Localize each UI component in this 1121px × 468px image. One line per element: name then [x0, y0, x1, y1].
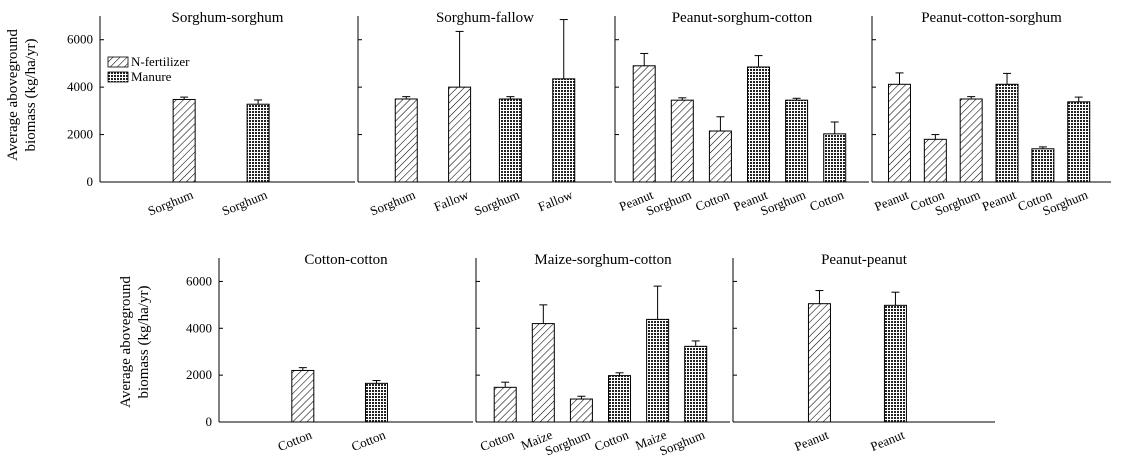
x-tick-label: Sorghum: [146, 187, 196, 219]
panel-title: Sorghum-sorghum: [172, 10, 284, 26]
bar-peanut-n-fertilizer: [807, 303, 831, 423]
legend-label-n-fertilizer: N-fertilizer: [131, 54, 190, 69]
y-tick-label: 2000: [186, 367, 212, 382]
panel-title: Peanut-sorghum-cotton: [672, 10, 813, 26]
bar-peanut-manure: [995, 83, 1019, 183]
x-tick-label: Cotton: [275, 427, 314, 454]
panel-title: Maize-sorghum-cotton: [534, 252, 672, 268]
bar-cotton-n-fertilizer: [291, 369, 315, 423]
bar-cotton-manure: [1031, 148, 1055, 183]
x-tick-label: Peanut: [868, 427, 907, 454]
legend-label-manure: Manure: [131, 69, 172, 84]
panel-title: Cotton-cotton: [304, 252, 388, 268]
y-tick-label: 4000: [186, 320, 212, 335]
bar-sorghum-n-fertilizer: [394, 98, 418, 183]
x-tick-label: Cotton: [693, 187, 732, 214]
x-tick-label: Fallow: [432, 187, 472, 215]
y-axis-label-line1: Average aboveground: [5, 29, 21, 161]
panel-title: Peanut-cotton-sorghum: [921, 10, 1062, 26]
bar-sorghum-manure: [1067, 101, 1091, 183]
x-tick-label: Cotton: [807, 187, 846, 214]
x-tick-label: Cotton: [349, 427, 388, 454]
x-tick-label: Peanut: [792, 427, 831, 454]
x-tick-label: Fallow: [536, 187, 576, 215]
bar-sorghum-n-fertilizer: [172, 98, 196, 183]
y-axis-label-line2: biomass (kg/ha/yr): [136, 286, 152, 399]
bar-sorghum-manure: [246, 103, 270, 183]
y-axis-label-row1: Average aboveground biomass (kg/ha/yr): [5, 29, 39, 161]
legend-swatch-n-fertilizer: [107, 56, 129, 68]
bar-cotton-n-fertilizer: [923, 138, 947, 183]
bar-maize-n-fertilizer: [531, 323, 555, 423]
y-tick-label: 0: [206, 414, 213, 429]
bar-sorghum-manure: [498, 98, 522, 183]
legend: N-fertilizer Manure: [107, 54, 190, 84]
bar-peanut-manure: [883, 304, 907, 423]
panel-peanut-peanut: Peanut-peanut Peanut Peanut: [732, 252, 995, 454]
panel-sorghum-sorghum: 0 2000 4000 6000 Sorghum-sorghum Sorghum Sorgh…: [67, 10, 355, 219]
bar-peanut-n-fertilizer: [632, 65, 656, 183]
bar-cotton-manure: [364, 382, 388, 423]
panel-title: Peanut-peanut: [821, 252, 908, 268]
bar-sorghum-n-fertilizer: [959, 98, 983, 183]
bar-peanut-manure: [747, 66, 771, 183]
x-tick-label: Cotton: [592, 427, 631, 454]
bar-sorghum-n-fertilizer: [670, 99, 694, 183]
y-tick-label: 4000: [67, 79, 93, 94]
panel-title: Sorghum-fallow: [436, 10, 534, 26]
x-tick-label: Peanut: [980, 187, 1019, 214]
bar-sorghum-manure: [785, 99, 809, 183]
x-tick-label: Peanut: [872, 187, 911, 214]
y-axis-label-line2: biomass (kg/ha/yr): [23, 39, 39, 152]
y-axis-label-row2: Average aboveground biomass (kg/ha/yr): [118, 276, 152, 408]
panel-peanut-cotton-sorghum: Peanut-cotton-sorghumPeanutCottonSorghum…: [871, 10, 1111, 219]
y-axis-label-line1: Average aboveground: [118, 276, 134, 408]
bar-cotton-n-fertilizer: [493, 386, 517, 423]
panels: 0 2000 4000 6000 Sorghum-sorghum Sorghum Sorgh…: [67, 10, 1111, 459]
bar-maize-manure: [646, 318, 670, 423]
bar-fallow-n-fertilizer: [448, 86, 472, 183]
y-tick-label: 2000: [67, 127, 93, 142]
bar-sorghum-n-fertilizer: [569, 398, 593, 423]
bar-cotton-n-fertilizer: [708, 130, 732, 183]
panel-cotton-cotton: 0 2000 4000 6000 Cotton-cotton Cotton Cotton: [186, 252, 473, 454]
legend-swatch-manure: [107, 71, 129, 83]
x-tick-label: Cotton: [478, 427, 517, 454]
bar-peanut-n-fertilizer: [887, 83, 911, 183]
x-tick-label: Sorghum: [472, 187, 522, 219]
bar-fallow-manure: [552, 78, 576, 183]
bar-sorghum-manure: [684, 345, 708, 423]
bar-cotton-manure: [608, 375, 632, 423]
y-tick-label: 0: [87, 174, 94, 189]
bar-cotton-manure: [823, 133, 847, 183]
x-tick-label: Sorghum: [368, 187, 418, 219]
y-tick-label: 6000: [67, 32, 93, 47]
y-tick-label: 6000: [186, 273, 212, 288]
x-tick-label: Sorghum: [220, 187, 270, 219]
